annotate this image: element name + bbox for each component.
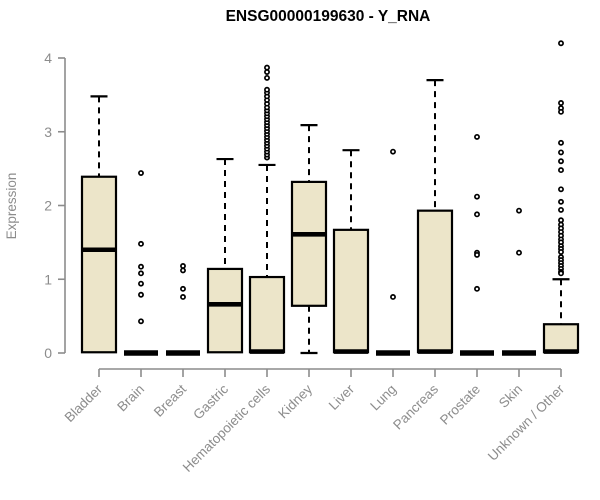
outlier-dot [264, 69, 270, 75]
outlier-dot [558, 217, 564, 224]
outlier-dot [474, 251, 480, 258]
y-tick-label: 2 [44, 198, 52, 214]
box [80, 175, 118, 354]
outlier-dot [558, 40, 564, 47]
outlier-dot [516, 249, 522, 256]
outlier-dot [516, 207, 522, 214]
x-tick-label: Skin [496, 382, 525, 411]
box [290, 180, 328, 307]
outlier-dot [264, 86, 270, 93]
collapsed-box [502, 350, 536, 356]
chart-title: ENSG00000199630 - Y_RNA [226, 8, 431, 25]
x-tick-label: Liver [326, 381, 358, 413]
outlier-dot [264, 64, 270, 71]
outlier-dot [558, 158, 564, 165]
outlier-dot [390, 148, 396, 155]
outlier-dot [180, 294, 186, 300]
outlier-dot [558, 186, 564, 193]
outlier-dot [138, 318, 144, 325]
outlier-dot [558, 167, 564, 174]
box [332, 228, 370, 354]
x-tick-label: Bladder [62, 381, 106, 425]
y-axis-title: Expression [4, 173, 19, 240]
outlier-dot [138, 170, 144, 176]
outlier-dot [474, 211, 480, 218]
outlier-dot [180, 285, 186, 292]
y-tick-label: 1 [44, 271, 52, 287]
box [542, 323, 580, 354]
outlier-dot [558, 149, 564, 156]
outlier-dot [138, 291, 144, 298]
collapsed-box [460, 350, 494, 356]
outlier-dot [558, 139, 564, 146]
outlier-dot [138, 280, 144, 287]
outlier-dot [474, 193, 480, 200]
y-tick-label: 0 [44, 345, 52, 361]
box [206, 267, 244, 354]
x-tick-label: Lung [367, 382, 399, 414]
box [416, 209, 454, 354]
x-tick-label: Breast [151, 381, 189, 419]
x-tick-label: Pancreas [390, 381, 441, 432]
y-tick-label: 4 [44, 50, 52, 66]
outlier-dot [474, 133, 480, 140]
outlier-dot [474, 285, 480, 292]
x-tick-label: Unknown / Other [485, 381, 568, 464]
box [248, 275, 286, 354]
outlier-dot [558, 100, 564, 106]
outlier-dot [558, 206, 564, 213]
collapsed-box [166, 350, 200, 356]
x-tick-label: Prostate [437, 382, 483, 428]
x-tick-label: Gastric [190, 381, 231, 422]
collapsed-box [376, 350, 410, 356]
outlier-dot [138, 270, 144, 277]
outlier-dot [180, 263, 186, 269]
outlier-dot [180, 267, 186, 274]
x-tick-label: Kidney [275, 381, 315, 421]
outlier-dot [264, 74, 270, 81]
outlier-dot [138, 263, 144, 270]
y-tick-label: 3 [44, 124, 52, 140]
x-tick-label: Brain [114, 382, 147, 415]
collapsed-box [124, 350, 158, 356]
outlier-dot [558, 249, 564, 255]
outlier-dot [138, 240, 144, 247]
outlier-dot [558, 108, 564, 115]
outlier-dot [390, 294, 396, 300]
outlier-dot [558, 270, 564, 277]
outlier-dot [558, 198, 564, 205]
